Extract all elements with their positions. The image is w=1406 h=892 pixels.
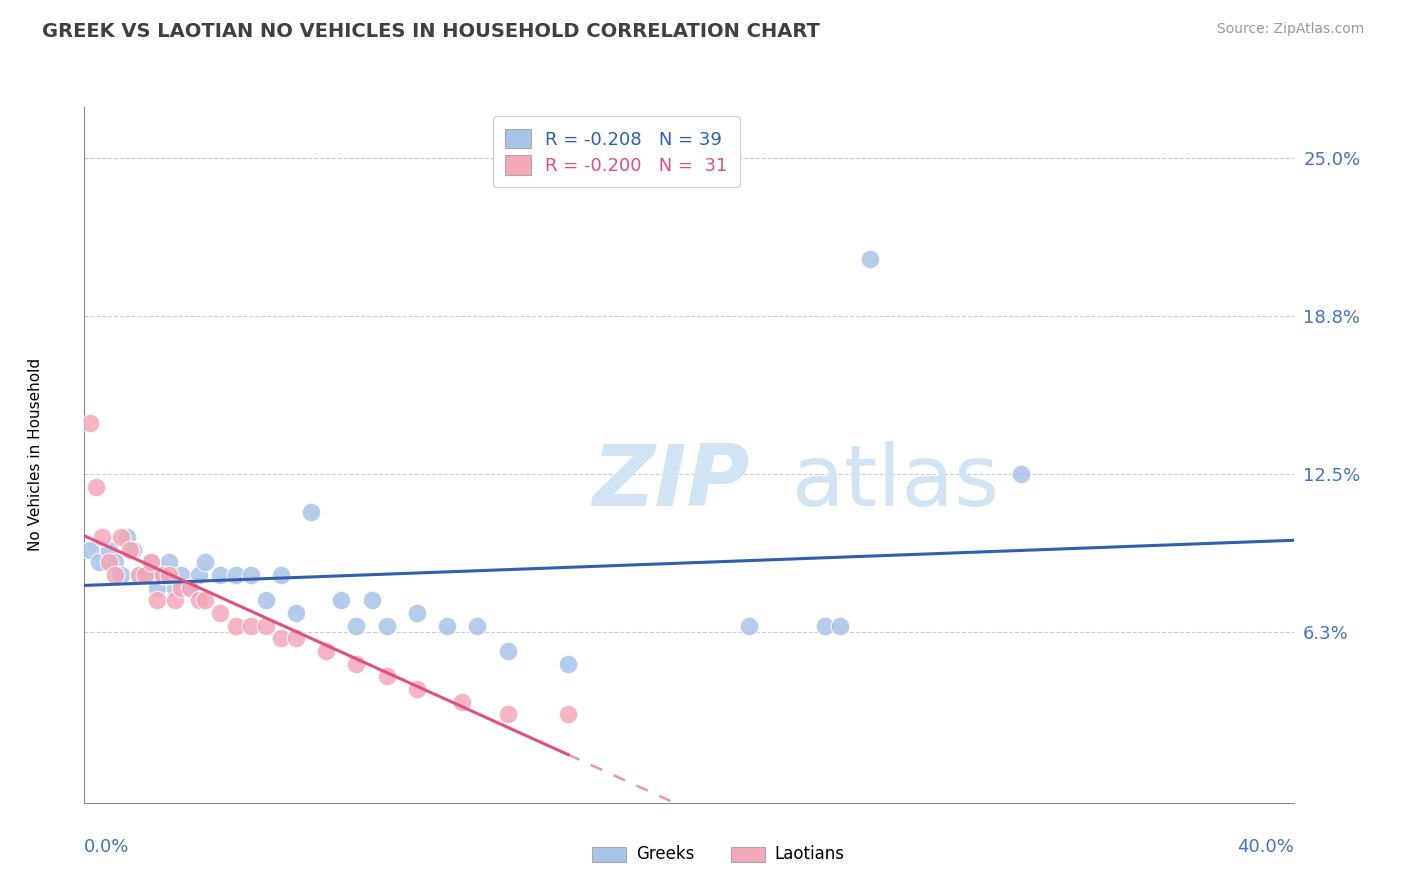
Point [104,568,127,582]
Point [170,568,193,582]
Point [315,644,337,658]
Point [79,542,101,557]
Text: 0.0%: 0.0% [84,838,129,855]
Point [134,568,156,582]
FancyBboxPatch shape [731,847,765,862]
Point [284,606,308,620]
Point [152,568,174,582]
Text: No Vehicles in Household: No Vehicles in Household [28,359,44,551]
Point [346,618,368,632]
Point [128,568,150,582]
Point [225,618,247,632]
Point [346,657,368,671]
Point [557,707,579,722]
Point [814,618,837,632]
Point [225,568,247,582]
Point [163,593,186,607]
Text: Laotians: Laotians [775,846,845,863]
Point [79,417,101,431]
Point [97,542,120,557]
Point [1010,467,1032,481]
Legend: R = -0.208   N = 39, R = -0.200   N =  31: R = -0.208 N = 39, R = -0.200 N = 31 [492,116,740,187]
Point [110,530,132,544]
Point [557,657,579,671]
Point [451,695,474,709]
Point [157,556,180,570]
Point [738,618,761,632]
Point [254,618,277,632]
Point [146,581,169,595]
Point [118,542,141,557]
Point [121,542,143,557]
Point [239,568,262,582]
Point [299,505,322,519]
Point [194,556,217,570]
Point [270,632,292,646]
Point [97,556,120,570]
Point [209,568,232,582]
Point [179,581,201,595]
Point [179,581,201,595]
Point [284,632,308,646]
Point [375,669,398,683]
Point [157,568,180,582]
Point [89,556,111,570]
Point [467,618,489,632]
Text: GREEK VS LAOTIAN NO VEHICLES IN HOUSEHOLD CORRELATION CHART: GREEK VS LAOTIAN NO VEHICLES IN HOUSEHOL… [42,22,820,41]
Point [139,556,162,570]
Point [86,479,108,493]
Point [170,581,193,595]
Point [134,568,156,582]
Point [375,618,398,632]
Point [330,593,353,607]
Point [188,568,211,582]
Point [139,556,162,570]
Point [152,568,174,582]
Point [496,644,519,658]
FancyBboxPatch shape [592,847,626,862]
Point [104,556,127,570]
Point [496,707,519,722]
Point [360,593,382,607]
Point [209,606,232,620]
Point [128,568,150,582]
Point [188,593,211,607]
Point [194,593,217,607]
Point [406,606,429,620]
Text: Greeks: Greeks [636,846,695,863]
Point [830,618,852,632]
Point [163,581,186,595]
Point [254,593,277,607]
Point [270,568,292,582]
Point [239,618,262,632]
Text: ZIP: ZIP [592,442,749,524]
Point [406,681,429,696]
Text: Source: ZipAtlas.com: Source: ZipAtlas.com [1216,22,1364,37]
Text: atlas: atlas [792,442,1000,524]
Point [146,593,169,607]
Point [859,252,882,266]
Point [436,618,458,632]
Point [115,530,138,544]
Point [110,568,132,582]
Point [91,530,114,544]
Text: 40.0%: 40.0% [1237,838,1294,855]
